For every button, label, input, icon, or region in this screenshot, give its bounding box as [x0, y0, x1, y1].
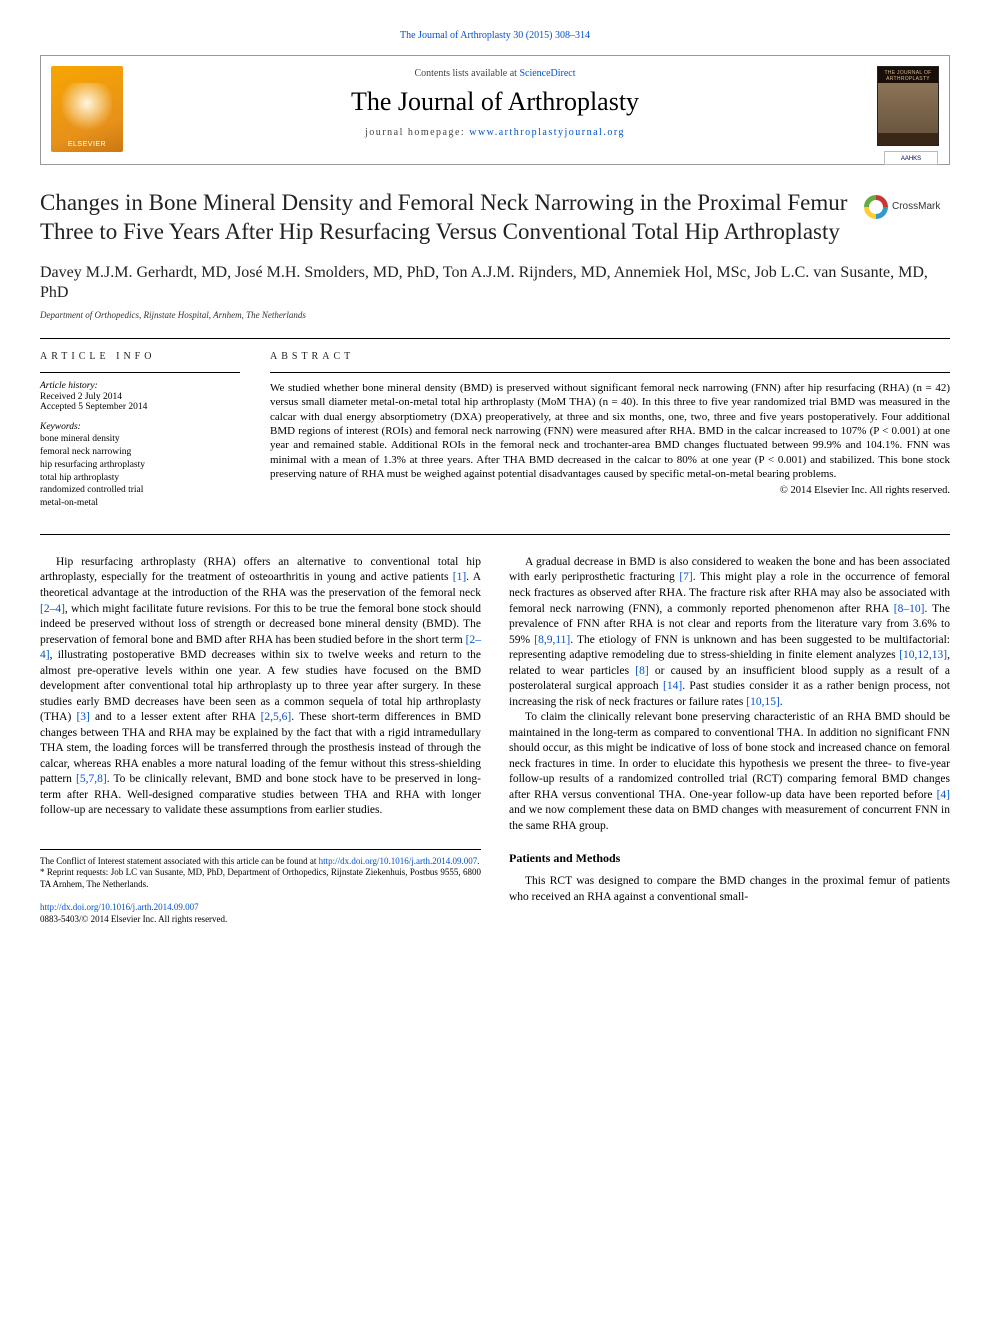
citation-link[interactable]: [5,7,8]	[76, 773, 107, 785]
elsevier-logo: ELSEVIER	[51, 66, 123, 152]
authors: Davey M.J.M. Gerhardt, MD, José M.H. Smo…	[40, 263, 950, 305]
rule-abstract	[270, 372, 950, 373]
coi-text: .	[477, 856, 479, 866]
rule-bottom	[40, 534, 950, 535]
citation-link[interactable]: [4]	[937, 789, 950, 801]
citation-link[interactable]: [7]	[679, 571, 692, 583]
contents-prefix: Contents lists available at	[414, 68, 519, 79]
crossmark-icon	[864, 195, 888, 219]
reprint-request: * Reprint requests: Job LC van Susante, …	[40, 867, 481, 890]
keyword-item: total hip arthroplasty	[40, 472, 240, 485]
society-badge: AAHKS	[884, 151, 938, 165]
keyword-item: metal-on-metal	[40, 497, 240, 510]
journal-cover-thumbnail: THE JOURNAL OF ARTHROPLASTY AAHKS	[877, 66, 939, 146]
body-text: . To be clinically relevant, BMD and bon…	[40, 773, 481, 816]
citation-link[interactable]: [8]	[635, 665, 648, 677]
issue-citation: The Journal of Arthroplasty 30 (2015) 30…	[40, 30, 950, 41]
body-text: .	[780, 696, 783, 708]
keywords-label: Keywords:	[40, 422, 240, 432]
article-title: Changes in Bone Mineral Density and Femo…	[40, 189, 950, 247]
keyword-item: bone mineral density	[40, 433, 240, 446]
body-text: . The etiology of FNN is unknown and has…	[509, 634, 950, 662]
body-columns: Hip resurfacing arthroplasty (RHA) offer…	[40, 555, 950, 925]
body-text: , which might facilitate future revision…	[40, 603, 481, 646]
keyword-item: randomized controlled trial	[40, 484, 240, 497]
publisher-name: ELSEVIER	[68, 141, 106, 148]
meta-abstract-row: ARTICLE INFO Article history: Received 2…	[40, 339, 950, 534]
footnote-block: The Conflict of Interest statement assoc…	[40, 849, 481, 891]
affiliation: Department of Orthopedics, Rijnstate Hos…	[40, 310, 950, 320]
keywords-list: bone mineral density femoral neck narrow…	[40, 433, 240, 510]
citation-link[interactable]: [10,15]	[746, 696, 780, 708]
coi-link[interactable]: http://dx.doi.org/10.1016/j.arth.2014.09…	[319, 856, 478, 866]
abstract-heading: ABSTRACT	[270, 351, 950, 362]
doi-link[interactable]: http://dx.doi.org/10.1016/j.arth.2014.09…	[40, 902, 199, 912]
coi-text: The Conflict of Interest statement assoc…	[40, 856, 319, 866]
citation-link[interactable]: [8,9,11]	[534, 634, 570, 646]
body-column-right: A gradual decrease in BMD is also consid…	[509, 555, 950, 925]
sciencedirect-link[interactable]: ScienceDirect	[519, 68, 575, 79]
abstract-copyright: © 2014 Elsevier Inc. All rights reserved…	[270, 485, 950, 496]
abstract-column: ABSTRACT We studied whether bone mineral…	[270, 351, 950, 520]
doi-line: http://dx.doi.org/10.1016/j.arth.2014.09…	[40, 901, 481, 913]
homepage-prefix: journal homepage:	[365, 127, 469, 138]
citation-link[interactable]: [14]	[663, 680, 682, 692]
cover-banner: THE JOURNAL OF ARTHROPLASTY	[878, 67, 938, 83]
citation-link[interactable]: [2–4]	[40, 603, 65, 615]
journal-homepage-link[interactable]: www.arthroplastyjournal.org	[469, 127, 625, 138]
accepted-date: Accepted 5 September 2014	[40, 402, 240, 412]
citation-link[interactable]: [1]	[453, 571, 466, 583]
citation-link[interactable]: [10,12,13]	[899, 649, 947, 661]
title-text: Changes in Bone Mineral Density and Femo…	[40, 190, 847, 244]
issn-line: 0883-5403/© 2014 Elsevier Inc. All right…	[40, 913, 481, 925]
section-heading: Patients and Methods	[509, 850, 950, 866]
crossmark-label: CrossMark	[892, 201, 940, 214]
contents-line: Contents lists available at ScienceDirec…	[141, 68, 849, 79]
article-info-column: ARTICLE INFO Article history: Received 2…	[40, 351, 240, 520]
elsevier-tree-graphic	[62, 83, 112, 141]
history-label: Article history:	[40, 381, 240, 391]
citation-link[interactable]: [2,5,6]	[261, 711, 292, 723]
body-paragraph: Hip resurfacing arthroplasty (RHA) offer…	[40, 555, 481, 819]
body-text: Hip resurfacing arthroplasty (RHA) offer…	[40, 556, 481, 584]
abstract-text: We studied whether bone mineral density …	[270, 381, 950, 481]
body-column-left: Hip resurfacing arthroplasty (RHA) offer…	[40, 555, 481, 925]
journal-header: ELSEVIER THE JOURNAL OF ARTHROPLASTY AAH…	[40, 55, 950, 165]
body-text: To claim the clinically relevant bone pr…	[509, 711, 950, 801]
body-text: and to a lesser extent after RHA	[90, 711, 261, 723]
keyword-item: hip resurfacing arthroplasty	[40, 459, 240, 472]
body-paragraph: To claim the clinically relevant bone pr…	[509, 710, 950, 834]
body-paragraph: This RCT was designed to compare the BMD…	[509, 874, 950, 905]
citation-link[interactable]: [8–10]	[894, 603, 925, 615]
rule-info	[40, 372, 240, 373]
article-info-heading: ARTICLE INFO	[40, 351, 240, 362]
journal-homepage-line: journal homepage: www.arthroplastyjourna…	[141, 127, 849, 138]
received-date: Received 2 July 2014	[40, 392, 240, 402]
citation-link[interactable]: [3]	[76, 711, 89, 723]
keyword-item: femoral neck narrowing	[40, 446, 240, 459]
journal-name: The Journal of Arthroplasty	[141, 87, 849, 117]
body-paragraph: A gradual decrease in BMD is also consid…	[509, 555, 950, 710]
body-text: and we now complement these data on BMD …	[509, 804, 950, 832]
crossmark-badge[interactable]: CrossMark	[864, 193, 950, 221]
cover-photo	[878, 83, 938, 133]
coi-statement: The Conflict of Interest statement assoc…	[40, 856, 481, 868]
